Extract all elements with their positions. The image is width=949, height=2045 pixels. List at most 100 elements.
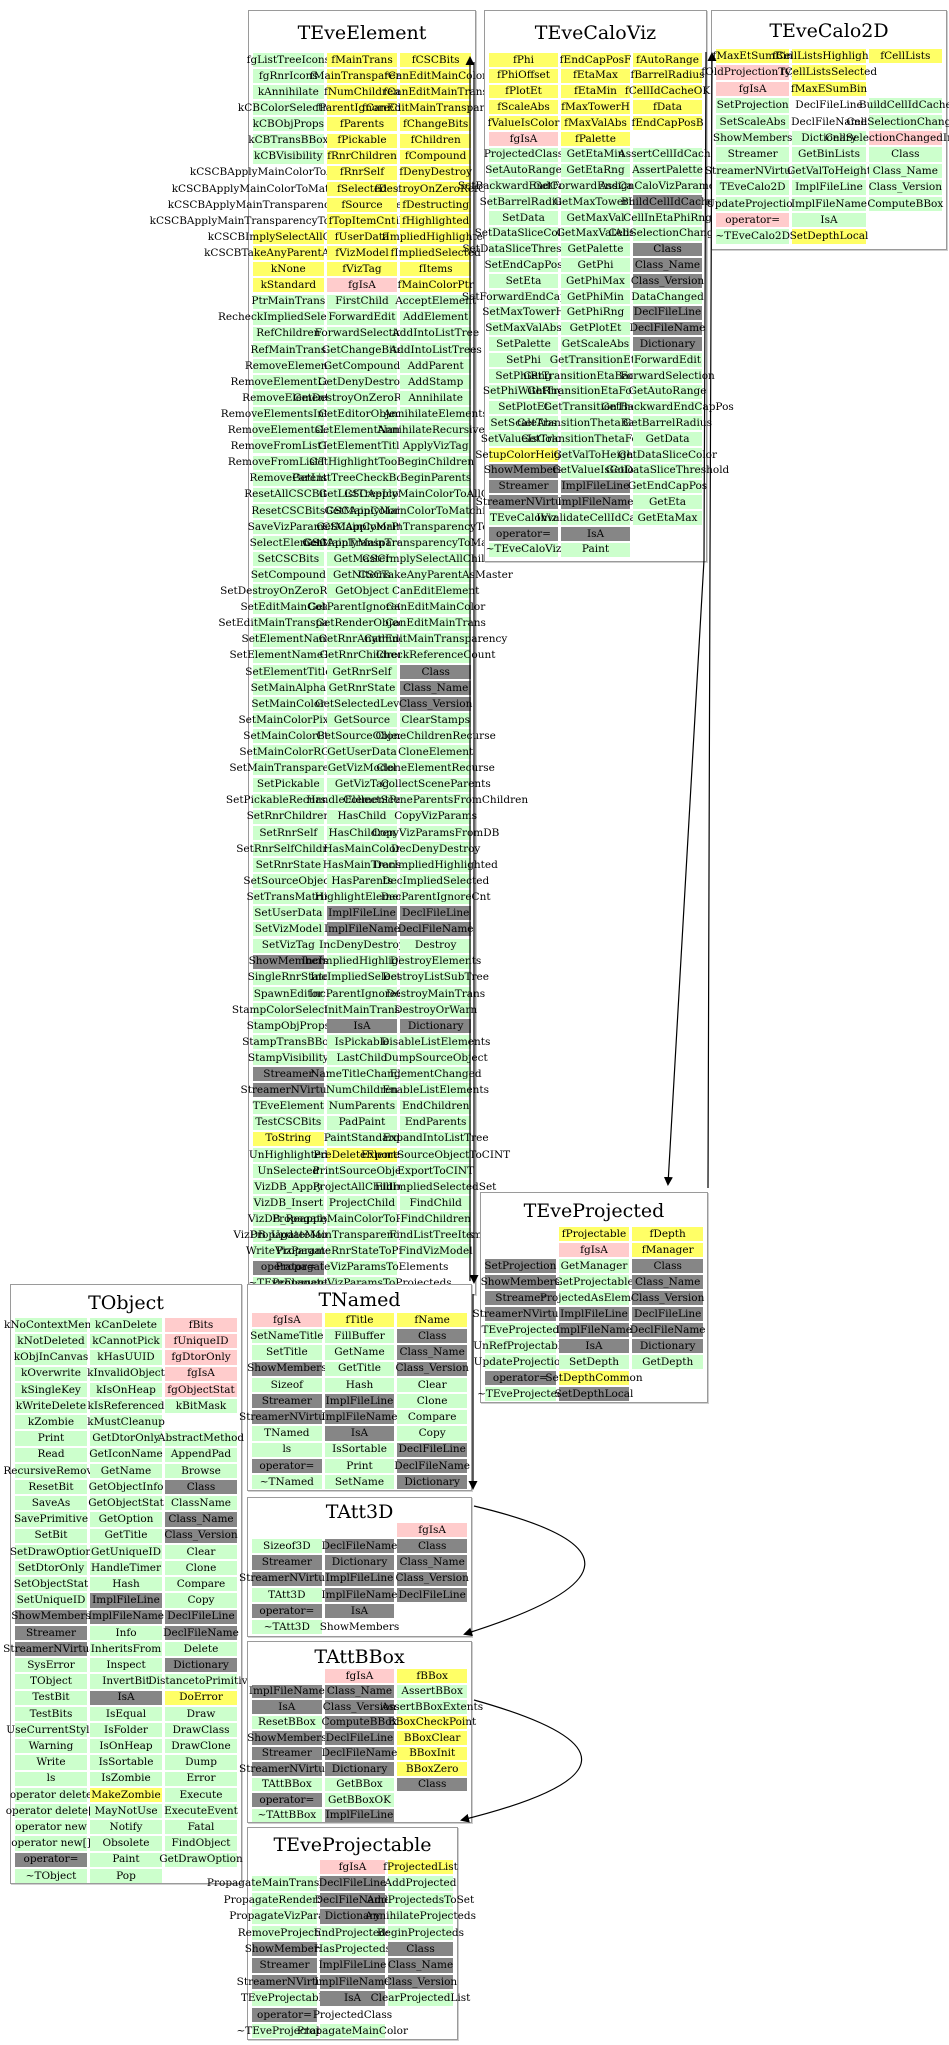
member-cell[interactable]: ClassName bbox=[165, 1496, 237, 1511]
member-cell[interactable]: fPickable bbox=[326, 133, 398, 148]
member-cell[interactable]: ExportSourceObjectToCINT bbox=[361, 1147, 510, 1162]
member-cell[interactable]: HasMainColor bbox=[323, 841, 400, 856]
member-cell[interactable]: StampColorSelection bbox=[232, 1002, 345, 1017]
member-cell[interactable]: fCanEditMainTrans bbox=[383, 85, 488, 100]
member-cell[interactable]: Dictionary bbox=[792, 131, 866, 146]
member-cell[interactable]: GetValToHeight bbox=[554, 448, 638, 462]
member-cell[interactable]: NameTitleChanged bbox=[310, 1067, 414, 1082]
member-cell[interactable]: ShowMembers bbox=[247, 1361, 327, 1376]
member-cell[interactable]: PropagateVizParamsToElements bbox=[276, 1260, 448, 1275]
member-cell[interactable]: DestroyOrWarn bbox=[394, 1002, 477, 1017]
member-cell[interactable]: CSCApplyMainTransparencyToMatchingChildr… bbox=[304, 536, 567, 551]
member-cell[interactable]: AnnihilateRecursively bbox=[377, 423, 494, 438]
member-cell[interactable]: fUniqueID bbox=[165, 1334, 237, 1349]
member-cell[interactable]: HasChildren bbox=[326, 825, 398, 840]
member-cell[interactable]: IsSortable bbox=[324, 1442, 395, 1457]
member-cell[interactable]: GetValueIsColor bbox=[552, 463, 639, 478]
member-cell[interactable]: Pop bbox=[90, 1868, 162, 1883]
member-cell[interactable]: GetDataSliceThreshold bbox=[606, 463, 729, 478]
member-cell[interactable]: SetPickable bbox=[253, 777, 324, 792]
member-cell[interactable]: GetHighlightTooltip bbox=[309, 455, 415, 470]
member-cell[interactable]: GetMaxValAbs bbox=[557, 226, 634, 241]
member-cell[interactable]: fMaxTowerH bbox=[561, 100, 630, 115]
member-cell[interactable]: PropagateRnrStateToProjecteds bbox=[276, 1244, 448, 1259]
member-cell[interactable]: RemoveParent bbox=[250, 471, 327, 486]
member-cell[interactable]: PreDeleteElement bbox=[313, 1147, 411, 1162]
member-cell[interactable]: BeginChildren bbox=[397, 455, 474, 470]
member-cell[interactable]: VizDB_Reapply bbox=[248, 1212, 329, 1227]
member-cell[interactable]: MayNotUse bbox=[90, 1804, 162, 1819]
member-cell[interactable]: Streamer bbox=[252, 1958, 317, 1973]
member-cell[interactable]: SetDepthLocal bbox=[555, 1387, 633, 1401]
member-cell[interactable]: fPlotEt bbox=[489, 84, 558, 99]
member-cell[interactable]: kCBObjProps bbox=[253, 117, 324, 132]
member-cell[interactable]: GetParentIgnoreCnt bbox=[308, 600, 416, 615]
member-cell[interactable]: CanEditMainTransparency bbox=[364, 632, 507, 647]
member-cell[interactable]: Hash bbox=[90, 1577, 162, 1592]
member-cell[interactable]: Class bbox=[632, 1259, 703, 1273]
member-cell[interactable]: fEtaMax bbox=[561, 68, 630, 83]
member-cell[interactable]: GetForwardEndCapPos bbox=[533, 179, 658, 194]
member-cell[interactable]: kNone bbox=[253, 262, 324, 277]
member-cell[interactable]: RemoveFromListTrees bbox=[228, 455, 349, 470]
member-cell[interactable]: SetEditMainTransparency bbox=[218, 616, 358, 631]
member-cell[interactable]: Streamer bbox=[489, 479, 558, 494]
member-cell[interactable]: fEndCapPosF bbox=[560, 53, 631, 67]
member-cell[interactable]: Dictionary bbox=[633, 337, 702, 352]
member-cell[interactable]: Compare bbox=[165, 1577, 237, 1592]
member-cell[interactable]: DrawClone bbox=[165, 1739, 237, 1754]
member-cell[interactable]: StampObjProps bbox=[247, 1019, 330, 1034]
member-cell[interactable]: GetEta bbox=[633, 495, 702, 510]
member-cell[interactable]: RemoveElement bbox=[245, 358, 332, 373]
member-cell[interactable]: fMaxEtSumBin bbox=[712, 49, 793, 64]
member-cell[interactable]: Error bbox=[165, 1771, 237, 1786]
member-cell[interactable]: fPalette bbox=[561, 132, 630, 146]
member-cell[interactable]: fTopItemCnt bbox=[326, 214, 398, 229]
member-cell[interactable]: TEveElement bbox=[253, 1099, 324, 1114]
member-cell[interactable]: IsSortable bbox=[90, 1755, 162, 1770]
member-cell[interactable]: operator= bbox=[485, 1371, 556, 1385]
member-cell[interactable]: FindVizModel bbox=[399, 1244, 473, 1259]
member-cell[interactable]: Class_Name bbox=[400, 680, 471, 695]
member-cell[interactable]: HasProjecteds bbox=[314, 1942, 391, 1957]
member-cell[interactable]: UpdateProjection bbox=[706, 196, 799, 211]
member-cell[interactable]: fDepth bbox=[632, 1227, 703, 1241]
member-cell[interactable]: Dump bbox=[165, 1755, 237, 1770]
member-cell[interactable]: fTitle bbox=[324, 1313, 395, 1328]
member-cell[interactable]: StreamerNVirtual bbox=[476, 495, 571, 510]
member-cell[interactable]: IsA bbox=[558, 1339, 630, 1353]
member-cell[interactable]: SetUserData bbox=[253, 906, 324, 921]
member-cell[interactable]: LastChild bbox=[326, 1051, 398, 1066]
member-cell[interactable]: Class_Name bbox=[397, 1345, 467, 1360]
member-cell[interactable]: ImplFileLine bbox=[792, 180, 866, 195]
member-cell[interactable]: GetPlotEt bbox=[561, 321, 630, 336]
member-cell[interactable]: GetUniqueID bbox=[90, 1544, 162, 1559]
member-cell[interactable]: fgIsA bbox=[252, 1313, 322, 1328]
member-cell[interactable]: ShowMembers bbox=[247, 1731, 327, 1745]
member-cell[interactable]: SetElementNameTitle bbox=[229, 648, 347, 663]
member-cell[interactable]: fPhiOffset bbox=[489, 68, 558, 83]
class-title-TNamed[interactable]: TNamed bbox=[318, 1289, 401, 1311]
member-cell[interactable]: IncDenyDestroy bbox=[319, 938, 405, 953]
member-cell[interactable]: ShowMembers bbox=[484, 463, 563, 478]
member-cell[interactable]: fOldProjectionType bbox=[701, 65, 804, 80]
member-cell[interactable]: CanEditMainTrans bbox=[385, 616, 486, 631]
member-cell[interactable]: kCSCBApplyMainColorToAllChildren bbox=[190, 166, 387, 180]
member-cell[interactable]: Copy bbox=[165, 1593, 237, 1608]
member-cell[interactable]: GetBinLists bbox=[792, 147, 866, 162]
member-cell[interactable]: fImpliedSelected bbox=[390, 246, 481, 261]
member-cell[interactable]: DeclFileName bbox=[394, 1458, 470, 1473]
member-cell[interactable]: GetPhiMin bbox=[561, 290, 630, 304]
member-cell[interactable]: GetBackwardEndCapPos bbox=[601, 400, 734, 415]
member-cell[interactable]: GetTitle bbox=[324, 1361, 395, 1376]
member-cell[interactable]: CollectSceneParents bbox=[381, 777, 491, 792]
member-cell[interactable]: GetData bbox=[633, 432, 702, 446]
member-cell[interactable]: Destroy bbox=[400, 938, 471, 953]
member-cell[interactable]: ~TEveProjectable bbox=[236, 2024, 333, 2039]
member-cell[interactable]: DistancetoPrimitive bbox=[148, 1674, 254, 1689]
member-cell[interactable]: fBarrelRadius bbox=[630, 68, 705, 83]
member-cell[interactable]: Read bbox=[15, 1447, 87, 1462]
member-cell[interactable]: Warning bbox=[15, 1739, 87, 1754]
member-cell[interactable]: FillImpliedSelectedSet bbox=[375, 1180, 496, 1195]
member-cell[interactable]: DeclFileName bbox=[322, 1539, 397, 1554]
